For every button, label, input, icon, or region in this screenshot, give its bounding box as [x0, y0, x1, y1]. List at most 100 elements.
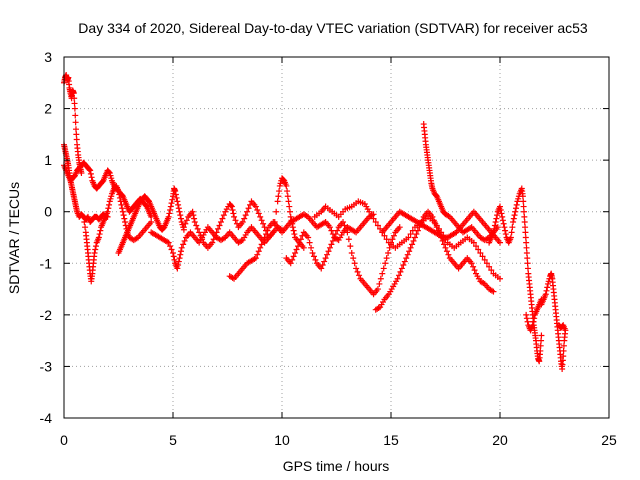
data-point	[468, 260, 475, 267]
data-point	[181, 237, 188, 244]
data-point	[524, 260, 531, 267]
axis-ticks	[63, 56, 610, 419]
data-point	[70, 90, 77, 97]
data-point	[523, 311, 530, 318]
data-point	[470, 263, 477, 270]
data-point	[261, 234, 268, 241]
data-point	[172, 191, 179, 198]
data-point	[120, 212, 127, 219]
data-point	[117, 198, 124, 205]
data-point	[479, 253, 486, 260]
data-point	[289, 256, 296, 263]
data-point	[325, 248, 332, 255]
data-point	[411, 234, 418, 241]
data-point	[510, 219, 517, 226]
series-track-k	[372, 208, 497, 313]
data-point	[490, 229, 497, 236]
data-point	[351, 260, 358, 267]
data-point	[486, 263, 493, 270]
data-point	[172, 188, 179, 195]
data-point	[348, 249, 355, 256]
data-point	[319, 262, 326, 269]
data-point	[191, 219, 198, 226]
data-point	[488, 267, 495, 274]
data-point	[441, 241, 448, 248]
chart-title: Day 334 of 2020, Sidereal Day-to-day VTE…	[78, 20, 588, 36]
data-point	[274, 198, 281, 205]
data-point	[284, 193, 291, 200]
data-point	[405, 234, 412, 241]
data-point	[318, 265, 325, 272]
data-point	[376, 280, 383, 287]
data-point	[177, 251, 184, 258]
data-point	[97, 227, 104, 234]
data-point	[232, 217, 239, 224]
data-point	[350, 255, 357, 262]
y-tick-label: -3	[40, 358, 53, 374]
data-point	[199, 236, 206, 243]
data-point	[326, 224, 333, 231]
x-tick-label: 0	[60, 432, 68, 448]
data-point	[264, 227, 271, 234]
data-point	[347, 243, 354, 250]
series-track-d	[80, 182, 155, 285]
data-point	[413, 231, 420, 238]
data-point	[537, 347, 544, 354]
data-point	[254, 251, 261, 258]
data-point	[96, 231, 103, 238]
data-point	[284, 188, 291, 195]
y-tick-label: -1	[40, 255, 53, 271]
data-point	[331, 234, 338, 241]
data-point	[538, 296, 545, 303]
data-point	[92, 243, 99, 250]
data-point	[180, 224, 187, 231]
data-point	[404, 251, 411, 258]
data-point	[501, 224, 508, 231]
data-point	[379, 270, 386, 277]
data-point	[229, 206, 236, 213]
data-point	[72, 126, 79, 133]
data-point	[252, 203, 259, 210]
series-track-p	[523, 296, 545, 334]
data-point	[78, 170, 85, 177]
data-point	[305, 234, 312, 241]
series-track-i	[283, 219, 403, 298]
data-point	[326, 244, 333, 251]
data-point	[414, 227, 421, 234]
data-point	[407, 231, 414, 238]
data-point	[287, 260, 294, 267]
data-point	[410, 237, 417, 244]
data-point	[166, 210, 173, 217]
data-point	[191, 215, 198, 222]
data-point	[119, 208, 126, 215]
data-point	[511, 212, 518, 219]
data-point	[167, 206, 174, 213]
data-point	[290, 253, 297, 260]
data-point	[377, 225, 384, 232]
data-point	[324, 251, 331, 258]
y-tick-label: 1	[44, 152, 52, 168]
y-tick-label: 3	[44, 49, 52, 65]
data-point	[354, 268, 361, 275]
data-point	[471, 267, 478, 274]
data-point	[95, 234, 102, 241]
data-point	[294, 243, 301, 250]
data-point	[231, 213, 238, 220]
data-point	[497, 203, 503, 210]
data-point	[366, 208, 373, 215]
data-point	[167, 203, 174, 210]
series-track-e	[115, 185, 187, 256]
data-point	[439, 237, 446, 244]
data-point	[432, 220, 439, 227]
data-point	[80, 213, 87, 220]
data-point	[502, 227, 509, 234]
data-point	[507, 234, 514, 241]
data-point	[297, 236, 304, 243]
data-point	[105, 205, 112, 212]
data-point	[429, 213, 436, 220]
data-point	[283, 182, 290, 189]
data-point	[169, 196, 176, 203]
data-point	[286, 208, 293, 215]
y-tick-label: 0	[44, 204, 52, 220]
data-point	[87, 167, 94, 174]
